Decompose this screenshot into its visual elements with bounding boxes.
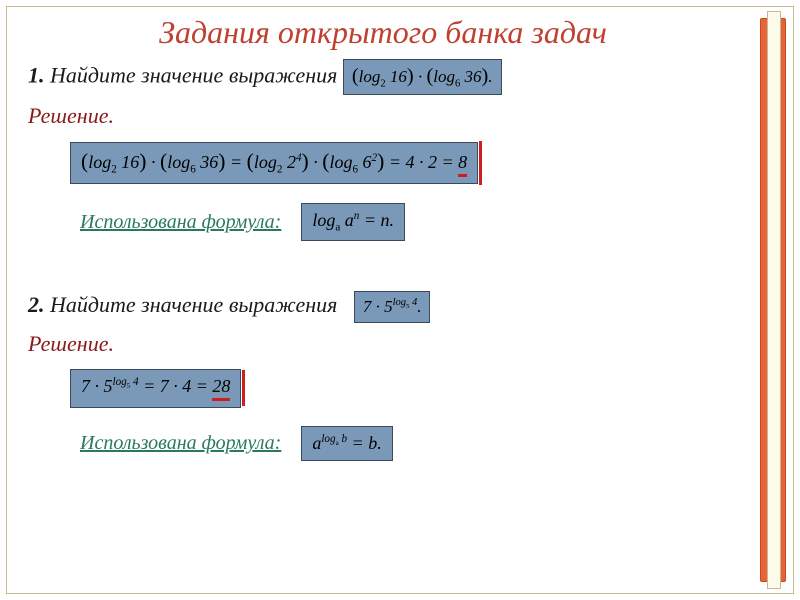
task-1-work: (log2 16) · (log6 36) = (log2 24) · (log…	[70, 141, 746, 185]
task-2-prompt: 2. Найдите значение выражения 7 · 5log5 …	[28, 291, 746, 323]
task-2-work-box: 7 · 5log5 4 = 7 · 4 = 28	[70, 369, 241, 408]
right-decor-bar	[760, 18, 786, 582]
task-2-expression-box: 7 · 5log5 4.	[354, 291, 431, 323]
task-2-text: Найдите значение выражения	[50, 292, 337, 317]
task-2-solution-label: Решение.	[28, 331, 746, 357]
slide-content: Задания открытого банка задач 1. Найдите…	[20, 14, 746, 586]
task-1-text: Найдите значение выражения	[50, 62, 337, 87]
task-1-formula-box: loga an = n.	[301, 203, 405, 241]
task-2-number: 2.	[28, 292, 45, 317]
task-1-prompt: 1. Найдите значение выражения (log2 16) …	[28, 59, 746, 95]
right-decor-inner	[767, 11, 781, 589]
task-1-expression-box: (log2 16) · (log6 36).	[343, 59, 502, 95]
task-2-work: 7 · 5log5 4 = 7 · 4 = 28	[70, 369, 746, 408]
red-accent-mark-2	[242, 370, 245, 406]
task-2-formula-box: aloga b = b.	[301, 426, 392, 461]
task-2-formula-used: Использована формула: aloga b = b.	[80, 426, 746, 461]
red-accent-mark	[479, 141, 482, 185]
task-1-work-box: (log2 16) · (log6 36) = (log2 24) · (log…	[70, 142, 478, 184]
task-2-used-label: Использована формула:	[80, 432, 281, 455]
task-1-number: 1.	[28, 62, 45, 87]
task-1-solution-label: Решение.	[28, 103, 746, 129]
page-title: Задания открытого банка задач	[20, 14, 746, 51]
task-1-used-label: Использована формула:	[80, 211, 281, 234]
task-1-formula-used: Использована формула: loga an = n.	[80, 203, 746, 241]
